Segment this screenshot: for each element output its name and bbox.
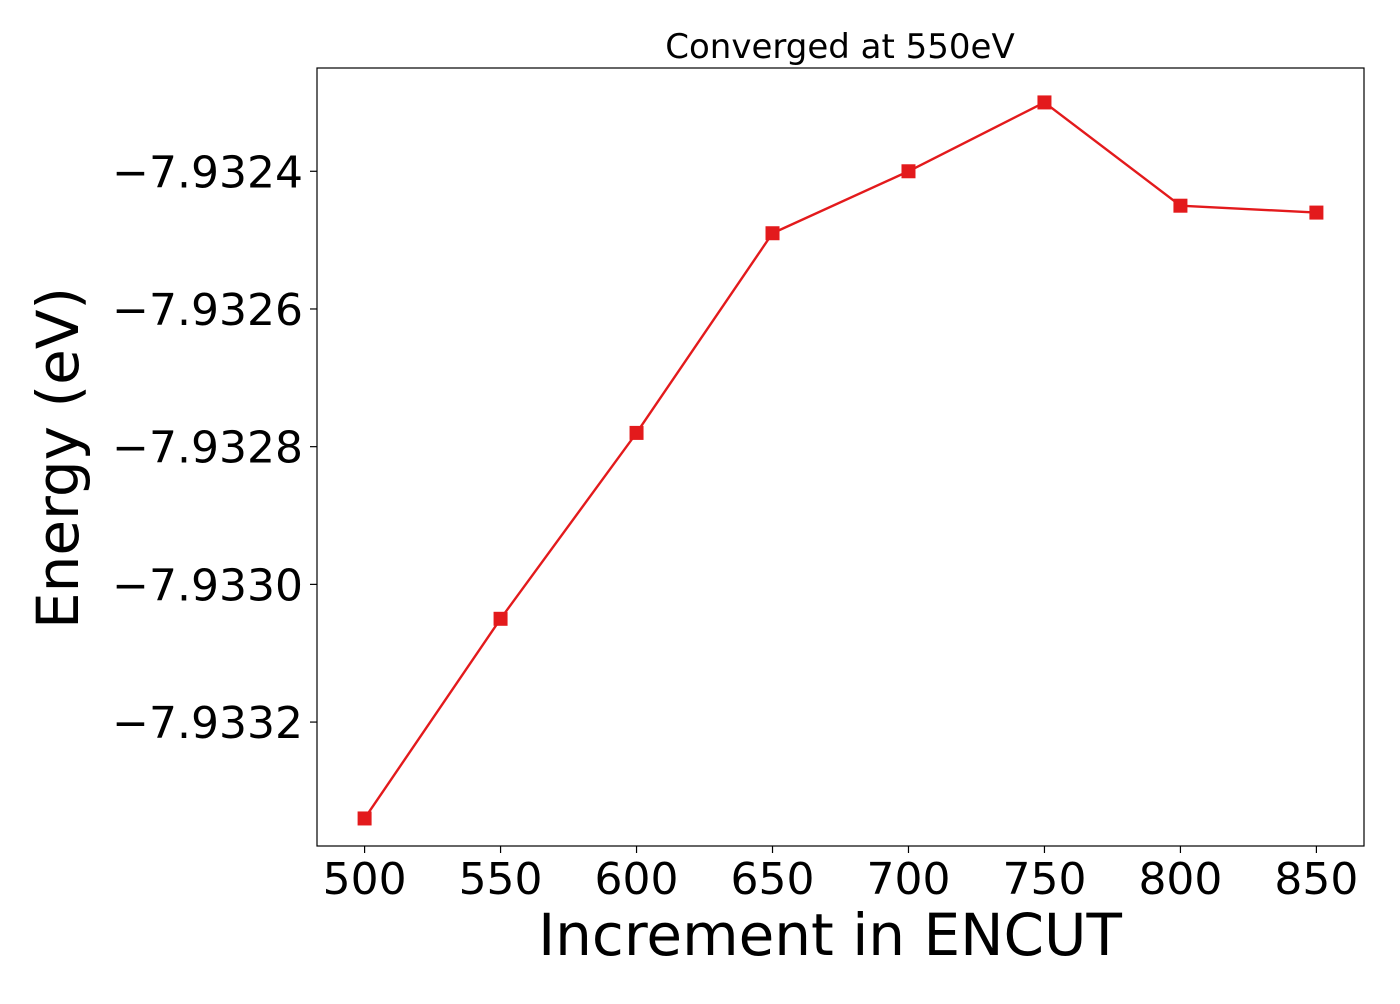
x-tick-label: 650	[731, 854, 815, 905]
x-tick-label: 850	[1274, 854, 1358, 905]
data-point-marker	[765, 226, 780, 241]
y-tick-label: −7.9324	[112, 147, 303, 198]
series-layer	[357, 95, 1324, 826]
data-point-marker	[901, 164, 916, 179]
y-tick-label: −7.9326	[112, 285, 303, 336]
plot-area-frame	[316, 67, 1365, 847]
y-tick-label: −7.9332	[112, 698, 303, 749]
x-tick-label: 700	[866, 854, 950, 905]
data-point-marker	[493, 611, 508, 626]
series-line	[363, 101, 1317, 820]
x-tick-label: 750	[1002, 854, 1086, 905]
data-point-marker	[1037, 95, 1052, 110]
data-point-marker	[629, 425, 644, 440]
y-tick-label: −7.9328	[112, 423, 303, 474]
x-tick-label: 600	[595, 854, 679, 905]
y-axis-label: Energy (eV)	[24, 287, 92, 629]
y-axis: −7.9332 −7.9330 −7.9328 −7.9326 −7.9324	[112, 147, 317, 749]
data-point-marker	[1173, 198, 1188, 213]
data-point-marker	[357, 811, 372, 826]
x-tick-label: 550	[459, 854, 543, 905]
x-axis-label: Increment in ENCUT	[538, 901, 1122, 969]
x-axis: 500 550 600 650 700 750 800 850	[323, 846, 1358, 905]
chart-title: Converged at 550eV	[665, 27, 1014, 67]
y-tick-label: −7.9330	[112, 560, 303, 611]
x-tick-label: 500	[323, 854, 407, 905]
x-tick-label: 800	[1138, 854, 1222, 905]
data-point-marker	[1309, 205, 1324, 220]
